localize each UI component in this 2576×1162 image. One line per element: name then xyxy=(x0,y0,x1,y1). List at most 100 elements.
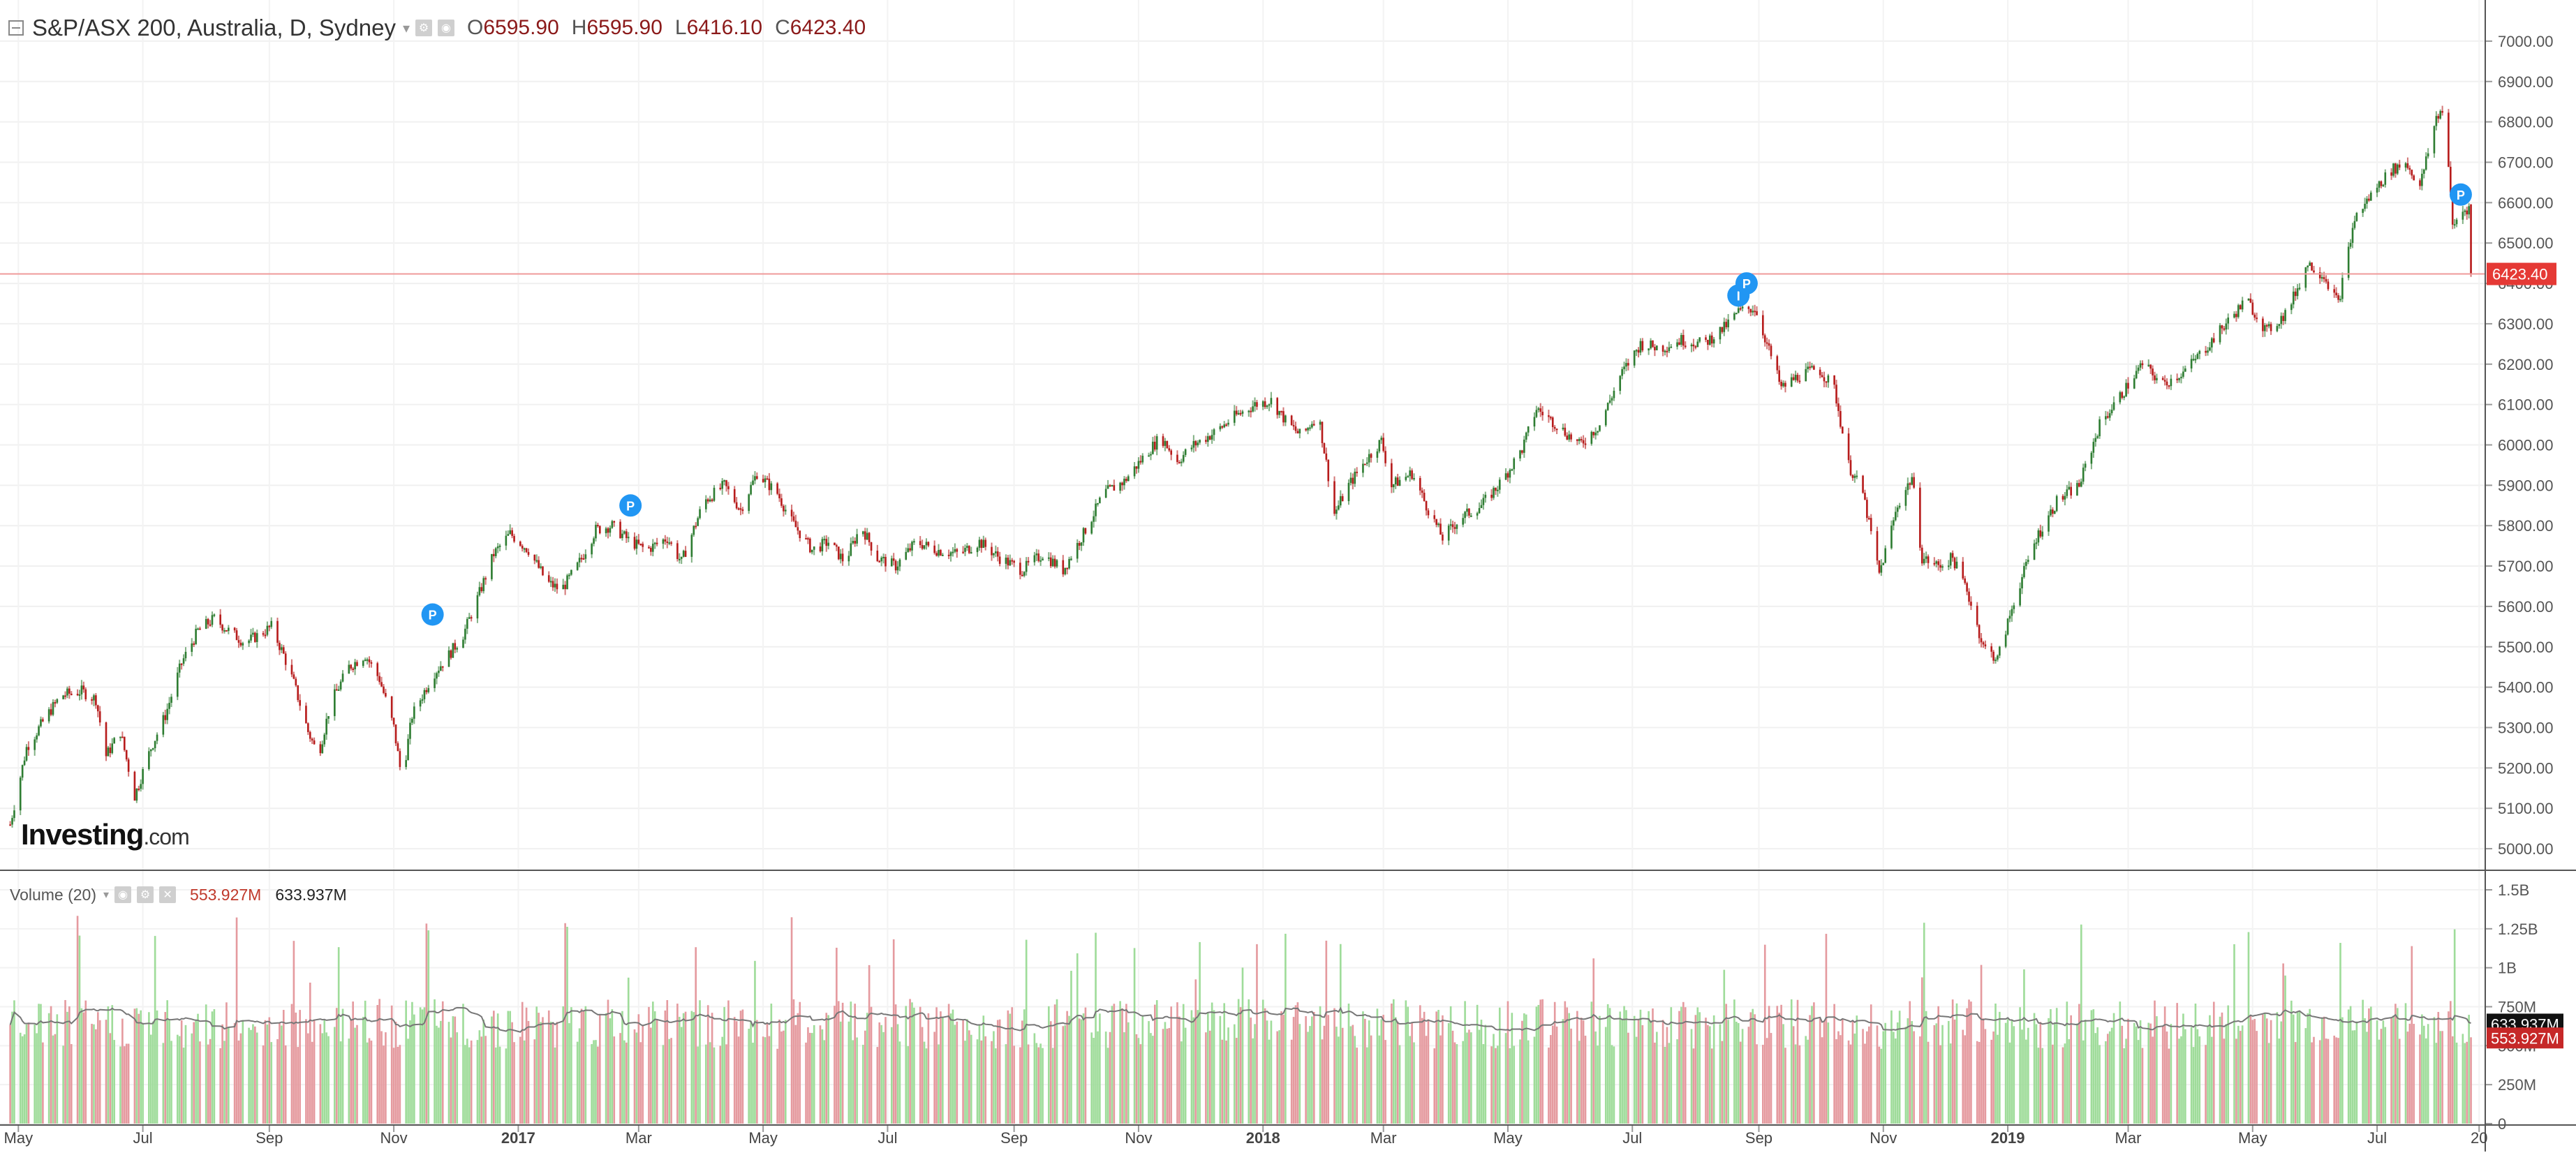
volume-bar xyxy=(1594,1031,1597,1124)
volume-bar xyxy=(40,1004,42,1124)
candle-body xyxy=(295,678,297,686)
candle-body xyxy=(1139,461,1142,463)
volume-bar xyxy=(807,1027,809,1124)
candle-body xyxy=(2298,288,2301,290)
settings-icon[interactable]: ⚙ xyxy=(415,20,432,36)
volume-bar xyxy=(2033,1013,2036,1124)
candle-body xyxy=(1384,451,1386,463)
volume-bar xyxy=(1049,1021,1052,1124)
visibility-icon[interactable]: ◉ xyxy=(114,886,132,903)
candle-body xyxy=(1953,558,1956,569)
volume-bar xyxy=(805,1042,807,1124)
volume-bar xyxy=(1141,1015,1144,1124)
candle-body xyxy=(735,502,738,509)
candle-body xyxy=(1064,567,1067,574)
volume-bar xyxy=(11,1011,13,1124)
volume-bar xyxy=(1064,1025,1067,1124)
volume-bar xyxy=(1580,1018,1583,1124)
chevron-down-icon[interactable]: ▾ xyxy=(103,889,110,901)
candle-body xyxy=(1125,478,1127,482)
candle-body xyxy=(52,702,54,715)
chevron-down-icon[interactable]: ▾ xyxy=(402,20,410,36)
volume-bar xyxy=(935,1007,938,1124)
volume-bar xyxy=(1935,1023,1938,1124)
volume-bar xyxy=(148,1012,150,1124)
volume-bar xyxy=(1633,1015,1636,1124)
candle-body xyxy=(76,694,79,696)
candle-body xyxy=(1862,475,1864,493)
volume-bar xyxy=(1661,1020,1664,1124)
time-tick-label: Sep xyxy=(1000,1129,1028,1147)
volume-bar xyxy=(1206,1012,1209,1124)
volume-bar xyxy=(1878,1046,1881,1124)
volume-bar xyxy=(676,1004,679,1124)
candle-body xyxy=(50,709,52,715)
volume-bar xyxy=(2349,1006,2352,1124)
volume-bar xyxy=(2092,1009,2095,1124)
candle-body xyxy=(1378,440,1381,452)
volume-bar xyxy=(670,1038,672,1124)
volume-bar xyxy=(519,1036,521,1124)
candle-body xyxy=(1166,440,1169,449)
volume-bar xyxy=(2163,1006,2166,1124)
candle-body xyxy=(1666,350,1668,352)
volume-bar xyxy=(1999,1011,2001,1124)
volume-bar xyxy=(478,1030,481,1124)
candle-body xyxy=(1648,348,1650,351)
close-icon[interactable]: ✕ xyxy=(159,886,177,903)
candle-body xyxy=(325,718,327,735)
candle-body xyxy=(799,530,801,539)
volume-bar xyxy=(1949,1043,1952,1124)
volume-bar xyxy=(2048,1018,2050,1124)
candle-body xyxy=(956,549,958,552)
candle-body xyxy=(1519,450,1521,459)
candle-body xyxy=(1837,403,1840,412)
volume-bar xyxy=(1733,999,1735,1124)
candle-body xyxy=(642,544,644,547)
candle-body xyxy=(1206,435,1209,442)
candle-body xyxy=(498,545,501,547)
candle-body xyxy=(38,726,40,736)
candle-body xyxy=(1633,350,1636,366)
volume-bar xyxy=(1268,1039,1271,1124)
volume-bar xyxy=(1807,1039,1809,1124)
candle-body xyxy=(1095,503,1097,516)
volume-bar xyxy=(1752,1008,1754,1124)
candle-body xyxy=(1656,345,1658,350)
volume-bar xyxy=(2335,1037,2337,1124)
volume-bar xyxy=(423,1007,426,1124)
candle-body xyxy=(949,552,952,556)
volume-bar xyxy=(2384,1027,2387,1124)
volume-bar xyxy=(1150,1033,1152,1124)
candle-body xyxy=(682,551,685,557)
marker-bubble xyxy=(421,603,444,626)
visibility-icon[interactable]: ◉ xyxy=(438,20,454,36)
volume-bar xyxy=(464,1045,466,1124)
collapse-icon[interactable] xyxy=(8,20,24,36)
candle-body xyxy=(1608,400,1611,403)
candle-body xyxy=(2211,338,2213,348)
settings-icon[interactable]: ⚙ xyxy=(137,886,154,903)
marker-label: P xyxy=(2457,188,2465,202)
volume-bar xyxy=(2256,1031,2258,1124)
volume-bar xyxy=(1962,1029,1964,1124)
investing-logo: Investing.com xyxy=(21,818,190,851)
volume-bar xyxy=(2055,1008,2058,1124)
volume-bar xyxy=(1566,1007,1569,1124)
candle-body xyxy=(213,614,216,616)
candle-body xyxy=(1555,429,1558,431)
volume-bar xyxy=(540,1022,542,1124)
candle-body xyxy=(2256,318,2258,320)
candle-body xyxy=(228,627,230,632)
volume-bar xyxy=(2190,1027,2193,1124)
volume-bar xyxy=(2382,1020,2385,1124)
volume-bar xyxy=(794,1025,797,1124)
time-tick-label: Jul xyxy=(133,1129,153,1147)
instrument-title[interactable]: S&P/ASX 200, Australia, D, Sydney xyxy=(32,15,396,40)
volume-indicator-name[interactable]: Volume (20) xyxy=(10,885,97,904)
candle-body xyxy=(1391,463,1393,488)
candle-body xyxy=(2078,483,2080,487)
